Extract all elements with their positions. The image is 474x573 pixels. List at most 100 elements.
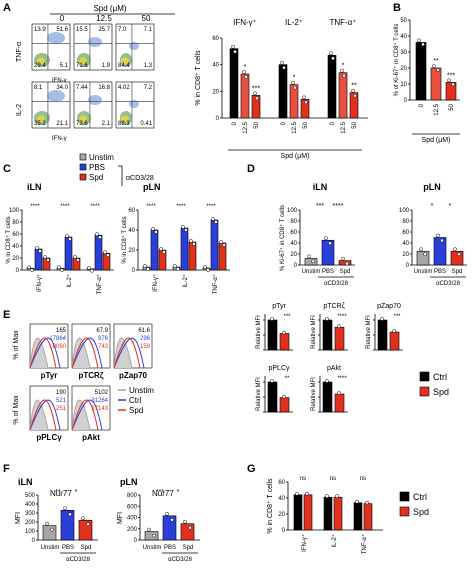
E-hist-value: 743 — [98, 344, 109, 350]
B-bar — [415, 42, 427, 101]
D-pLN-bar-point — [423, 252, 427, 257]
G-bar — [363, 503, 373, 531]
C-subtitle: iLN — [27, 182, 42, 192]
F-pLN-category: Spd — [183, 545, 194, 551]
E-hist-value: 61.6 — [138, 328, 150, 334]
C-pLN-bar-point — [192, 242, 196, 246]
E-bar — [279, 333, 290, 351]
A-bar-point — [340, 68, 344, 73]
B-xlabel: Spd (μM) — [422, 137, 451, 144]
F-iLN-y-tick-label: 500 — [25, 493, 36, 499]
E-hist-curve — [113, 337, 133, 369]
E-hist-curve — [29, 399, 61, 431]
A-bar — [327, 55, 337, 119]
G-bar-point — [295, 491, 299, 496]
D-iLN-y-tick-label: 60 — [290, 230, 297, 236]
E-hist-curve — [29, 337, 61, 369]
E-hist-value: 976 — [98, 336, 109, 342]
flow-density-dp — [88, 95, 102, 105]
D-iLN-bar-point — [311, 259, 315, 264]
C-iLN-bar-point — [65, 234, 69, 238]
G-y-tick-label: 20 — [278, 512, 285, 518]
G-legend-swatch — [399, 506, 410, 517]
F-subtitle: Nur77 — [152, 489, 174, 498]
flow-quadrant-ll: 73.6 — [76, 121, 88, 127]
flow-quadrant-ul: 7.44 — [76, 85, 88, 91]
C-pLN-bar — [180, 227, 189, 271]
E-bar-point — [270, 379, 274, 383]
A-bar-point — [280, 60, 284, 65]
flow-quadrant-ur: 51.6 — [56, 27, 68, 33]
B-bar-sig: ** — [433, 58, 439, 65]
F-iLN-bar-point — [81, 516, 85, 521]
G-bar-point — [325, 494, 329, 499]
F-pLN-sig-1: *** — [156, 489, 164, 496]
A-bar — [289, 84, 299, 119]
B-bar-point — [421, 42, 425, 47]
D-pLN-y-tick-label: 40 — [402, 241, 409, 247]
A-bar-point — [342, 73, 346, 78]
B-bar — [430, 67, 442, 101]
flow-density-core — [37, 115, 45, 123]
E-bar-title: pPLCγ — [268, 365, 290, 372]
A-bar-point — [293, 85, 297, 90]
G-ylabel: % in CD8⁺ T cells — [267, 478, 274, 534]
E-hist-curve — [71, 337, 91, 369]
flow-quadrant-lr: 5.1 — [60, 63, 69, 69]
E-bar-ylabel: Relative MFI — [311, 377, 317, 411]
B-bar-sig: *** — [447, 72, 455, 79]
E-hist-value: 17864 — [49, 336, 66, 342]
D-pLN-sig-2: * — [449, 203, 452, 210]
C-iLN-bar-point — [103, 250, 107, 255]
A-bar-point — [302, 95, 306, 100]
C-iLN-sig: **** — [30, 204, 40, 210]
E-bar — [334, 393, 345, 413]
E-hist-curve — [71, 399, 91, 431]
C-pLN-sig: **** — [206, 204, 216, 210]
F-pLN-y-tick-label: 0 — [134, 538, 138, 544]
A-bar-point — [353, 93, 357, 98]
A-bar-point — [329, 51, 333, 56]
C-iLN-bar-point — [76, 258, 80, 262]
D-iLN-category: Spd — [340, 269, 351, 275]
E-hist-curve — [71, 399, 99, 431]
B-bar — [445, 82, 457, 101]
G-bar — [293, 494, 303, 531]
panel-label-F: F — [3, 463, 10, 475]
A-bar-category: 12.5 — [243, 121, 249, 133]
G-sig: ns — [330, 476, 336, 482]
D-pLN-bar-point — [419, 247, 423, 252]
A-bars-y-tick-label: 0 — [216, 116, 220, 122]
G-category: TNF-α⁺ — [361, 534, 368, 554]
D-iLN-sig-2: **** — [333, 203, 344, 210]
C-pLN-sig: **** — [176, 204, 186, 210]
F-iLN-category: Unstim — [41, 545, 60, 551]
flow-quadrant-ll: 71.6 — [76, 63, 88, 69]
flow-density-core — [37, 57, 45, 65]
E-hist-value: 17143 — [91, 406, 108, 412]
A-bar-point — [255, 96, 259, 101]
A-bars-group-title: IFN-γ⁺ — [233, 18, 257, 27]
flow-quadrant-ur: 25.7 — [98, 27, 110, 33]
C-pLN-y-tick-label: 60 — [128, 208, 135, 214]
C-pLN-bar-point — [219, 240, 223, 244]
panel-label-G: G — [247, 463, 256, 475]
D-pLN-bar-point — [440, 238, 444, 243]
E-ylabel: % of Max — [13, 395, 20, 425]
D-iLN-bar-point — [328, 241, 332, 246]
D-iLN-bar-point — [307, 254, 311, 259]
C-legend-swatch — [79, 163, 87, 171]
E-legend-label: Ctrl — [129, 396, 142, 405]
E-hist-curve — [113, 337, 145, 369]
D-pLN-bar — [433, 237, 447, 266]
F-pLN-y-tick-label: 400 — [127, 516, 138, 522]
D-iLN-y-tick-label: 40 — [290, 241, 297, 247]
panel-label-A: A — [3, 2, 11, 14]
A-bar-point — [331, 56, 335, 61]
A-bar-category: 50 — [254, 121, 260, 128]
C-pLN-bar-point — [211, 217, 215, 221]
E-bar — [334, 326, 345, 351]
flow-density-core — [121, 57, 129, 65]
C-pLN-bar-point — [203, 265, 207, 269]
